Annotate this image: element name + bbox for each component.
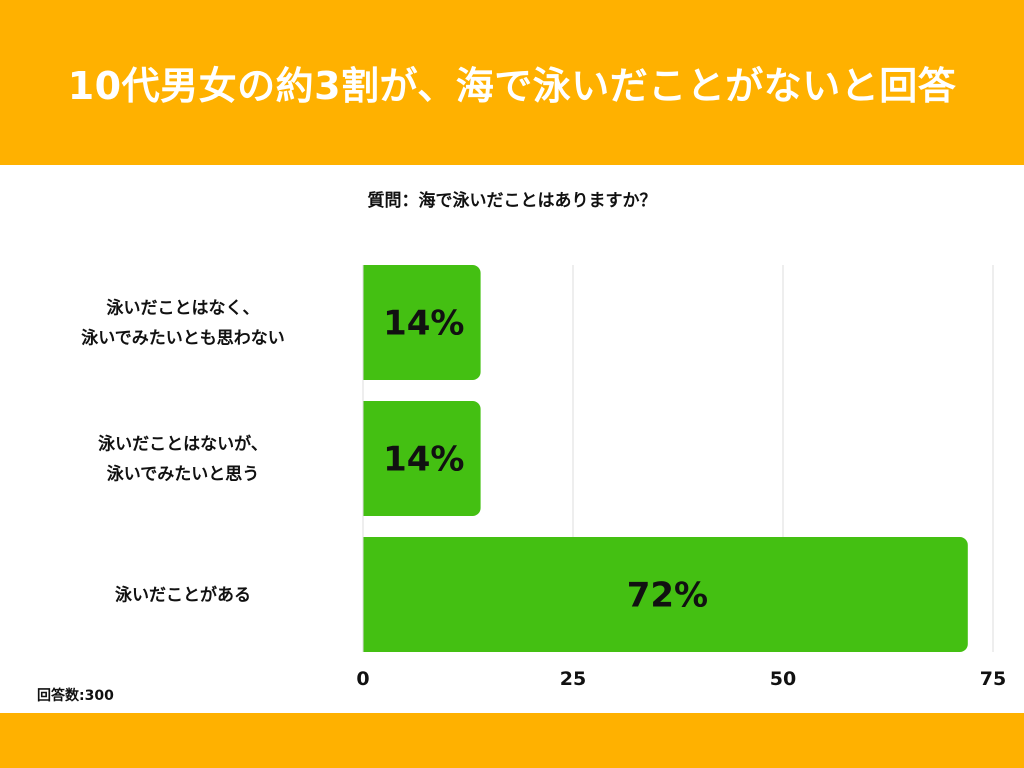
bar bbox=[363, 537, 968, 652]
bar bbox=[363, 265, 481, 380]
bar-left-edge bbox=[363, 265, 375, 380]
header-banner: 10代男女の約3割が、海で泳いだことがないと回答 bbox=[0, 0, 1024, 165]
bar-value-label: 14% bbox=[383, 304, 464, 344]
x-tick-label: 0 bbox=[356, 668, 369, 690]
sample-size-label: 回答数:300 bbox=[37, 688, 114, 704]
footer-banner bbox=[0, 713, 1024, 768]
bar-left-edge bbox=[363, 537, 375, 652]
category-label: 泳いだことがある bbox=[115, 585, 251, 606]
category-label: 泳いだことはなく、泳いでみたいとも思わない bbox=[81, 298, 285, 349]
bar-value-label: 14% bbox=[383, 440, 464, 480]
chart-question: 質問：海で泳いだことはありますか？ bbox=[367, 191, 657, 211]
x-tick-label: 75 bbox=[980, 668, 1006, 690]
x-tick-label: 25 bbox=[560, 668, 586, 690]
bar bbox=[363, 401, 481, 516]
x-tick-label: 50 bbox=[770, 668, 796, 690]
bar-value-label: 72% bbox=[627, 576, 708, 616]
category-label: 泳いだことはないが、泳いでみたいと思う bbox=[98, 434, 268, 485]
page-title: 10代男女の約3割が、海で泳いだことがないと回答 bbox=[67, 64, 957, 108]
bar-left-edge bbox=[363, 401, 375, 516]
